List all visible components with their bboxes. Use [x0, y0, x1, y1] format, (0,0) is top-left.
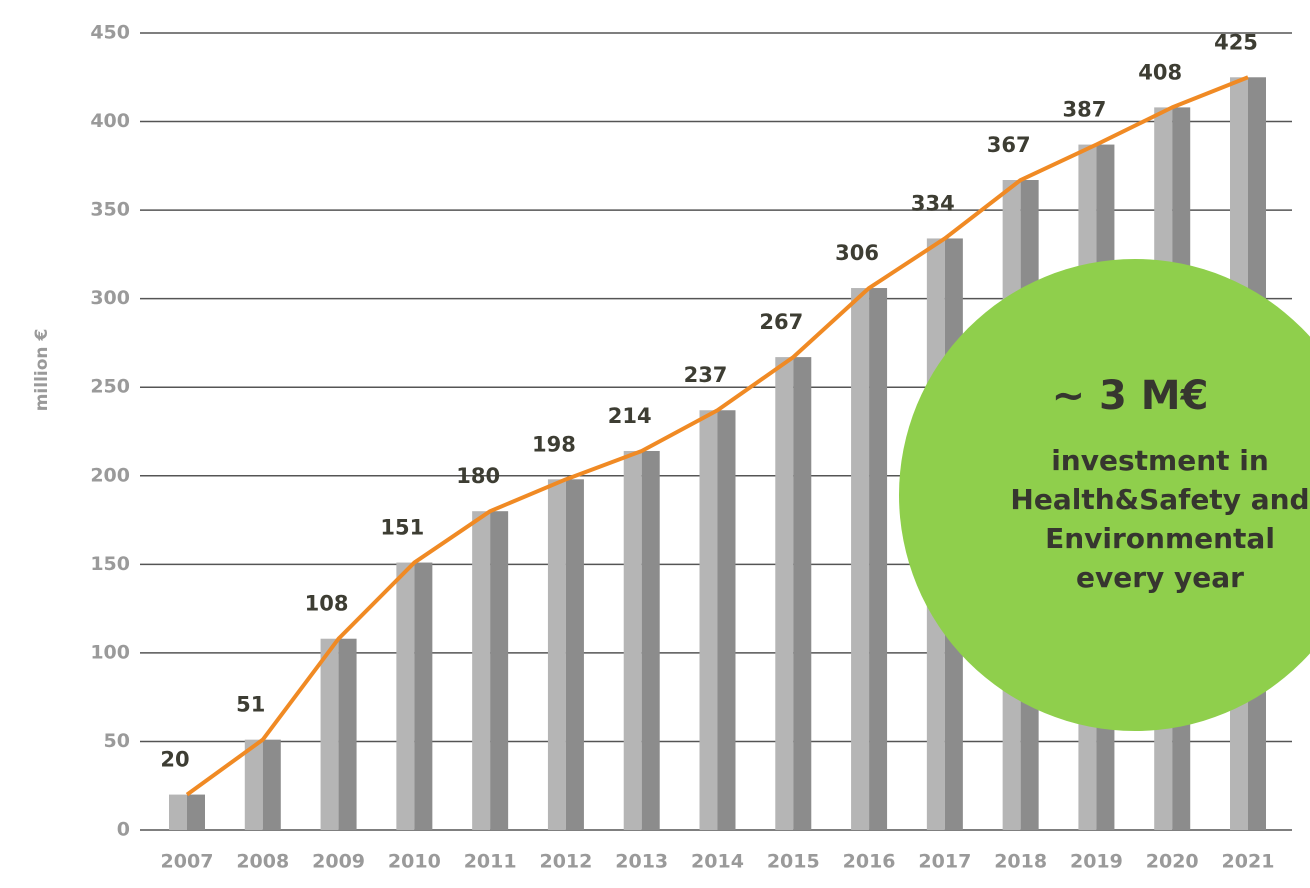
bar — [169, 794, 187, 830]
bar-shade — [414, 562, 433, 830]
y-axis-label: million € — [32, 329, 52, 412]
x-tick-label: 2007 — [161, 851, 214, 873]
value-label: 425 — [1214, 30, 1258, 54]
bar-shade — [338, 638, 357, 830]
bar — [851, 288, 870, 830]
value-label: 334 — [911, 191, 955, 215]
value-label: 408 — [1138, 60, 1182, 84]
bar — [547, 479, 566, 830]
value-label: 267 — [759, 310, 803, 334]
y-tick-label: 300 — [90, 287, 130, 309]
bar-shade — [869, 288, 888, 830]
x-tick-label: 2009 — [312, 851, 365, 873]
value-label: 214 — [608, 404, 652, 428]
value-label: 306 — [835, 241, 879, 265]
x-tick-label: 2013 — [615, 851, 668, 873]
bar — [775, 357, 794, 830]
value-label: 51 — [236, 693, 265, 717]
bar — [320, 638, 339, 830]
annotation-line: Environmental — [1045, 522, 1275, 555]
annotation-line: investment in — [1051, 444, 1269, 477]
bar — [699, 410, 718, 830]
y-tick-label: 350 — [90, 199, 130, 221]
x-tick-label: 2021 — [1222, 851, 1275, 873]
y-tick-label: 250 — [90, 376, 130, 398]
bar — [623, 450, 642, 830]
x-tick-label: 2018 — [994, 851, 1047, 873]
x-tick-label: 2008 — [236, 851, 289, 873]
value-label: 108 — [305, 592, 349, 616]
x-tick-label: 2010 — [388, 851, 441, 873]
bar-shade — [565, 479, 584, 830]
bar-shade — [490, 511, 509, 830]
y-tick-label: 50 — [104, 730, 130, 752]
bar — [396, 562, 415, 830]
x-tick-label: 2015 — [767, 851, 820, 873]
y-tick-label: 100 — [90, 641, 130, 663]
annotation-circle — [899, 259, 1310, 731]
y-tick-label: 400 — [90, 110, 130, 132]
y-tick-label: 0 — [117, 819, 130, 841]
x-tick-label: 2017 — [918, 851, 971, 873]
value-label: 198 — [532, 432, 576, 456]
bar-shade — [187, 794, 205, 830]
value-label: 151 — [380, 516, 424, 540]
line — [185, 75, 1249, 797]
y-tick-label: 150 — [90, 553, 130, 575]
value-label: 367 — [987, 133, 1031, 157]
value-label: 180 — [456, 464, 500, 488]
bar-shade — [793, 357, 812, 830]
y-tick-label: 450 — [90, 22, 130, 44]
x-tick-label: 2019 — [1070, 851, 1123, 873]
value-label: 20 — [160, 748, 189, 772]
x-tick-label: 2011 — [464, 851, 517, 873]
bar-shade — [262, 739, 281, 830]
y-tick-label: 200 — [90, 464, 130, 486]
x-tick-label: 2020 — [1146, 851, 1199, 873]
bar — [244, 739, 263, 830]
x-tick-label: 2014 — [691, 851, 744, 873]
bar-shade — [641, 450, 660, 830]
annotation-headline: ~ 3 M€ — [1052, 373, 1209, 419]
value-label: 387 — [1063, 98, 1107, 122]
bar-shade — [717, 410, 736, 830]
x-tick-label: 2012 — [539, 851, 592, 873]
annotation-line: Health&Safety and — [1010, 483, 1309, 516]
bar — [472, 511, 491, 830]
value-label: 237 — [684, 363, 728, 387]
annotation-line: every year — [1076, 561, 1244, 594]
x-tick-label: 2016 — [843, 851, 896, 873]
